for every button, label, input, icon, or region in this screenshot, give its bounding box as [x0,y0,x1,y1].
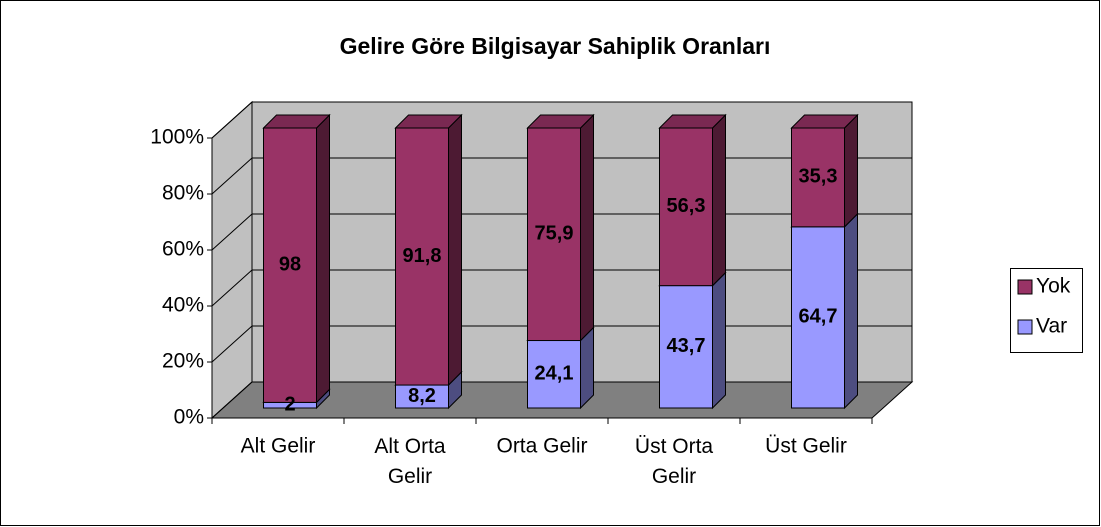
bar [263,127,317,403]
bar [395,127,449,386]
y-tick-label: 100% [150,126,204,149]
data-label: 56,3 [667,195,706,217]
data-label: 75,9 [535,223,574,245]
legend-label: Yok [1036,275,1071,298]
y-tick-label: 60% [162,238,204,261]
side-wall [211,100,253,420]
y-tick-label: 20% [162,350,204,373]
bar-side [448,113,462,387]
chart-title: Gelire Göre Bilgisayar Sahiplik Oranları [340,33,771,59]
data-label: 91,8 [403,245,442,267]
x-tick-label-line: Gelir [388,465,432,488]
data-label: 24,1 [535,363,574,385]
bar-side [712,113,726,287]
data-label: 2 [284,393,295,415]
bar-side [844,212,858,410]
bar [527,127,581,342]
grid-line [211,101,912,139]
data-label: 35,3 [799,166,838,188]
x-tick-label: Alt Orta Gelir [374,435,446,488]
bar-side [844,113,858,229]
bar-side [712,271,726,410]
x-tick-label-line: Üst Orta [635,435,713,458]
data-label: 43,7 [667,335,706,357]
data-label: 98 [279,253,301,275]
bar [791,127,845,228]
bar-side [316,113,330,404]
legend-label: Var [1036,315,1067,338]
x-tick-label: Alt Gelir [241,435,316,458]
data-label: 8,2 [408,385,436,407]
x-tick-label-line: Gelir [652,465,696,488]
bar [527,340,581,409]
x-tick-label-line: Alt Orta [374,435,446,458]
x-tick-label: Üst Gelir [765,435,847,458]
bar [659,127,713,287]
x-tick-label: Üst Orta Gelir [635,435,713,488]
legend-swatch [1017,279,1033,295]
y-tick-label: 40% [162,294,204,317]
legend-swatch [1017,319,1033,335]
bar [659,285,713,409]
y-tick-label: 0% [174,406,204,429]
y-tick-label: 80% [162,182,204,205]
x-tick-label: Orta Gelir [496,435,587,458]
bar [791,226,845,409]
bar-side [580,113,594,342]
bar-side [580,326,594,410]
data-label: 64,7 [799,306,838,328]
